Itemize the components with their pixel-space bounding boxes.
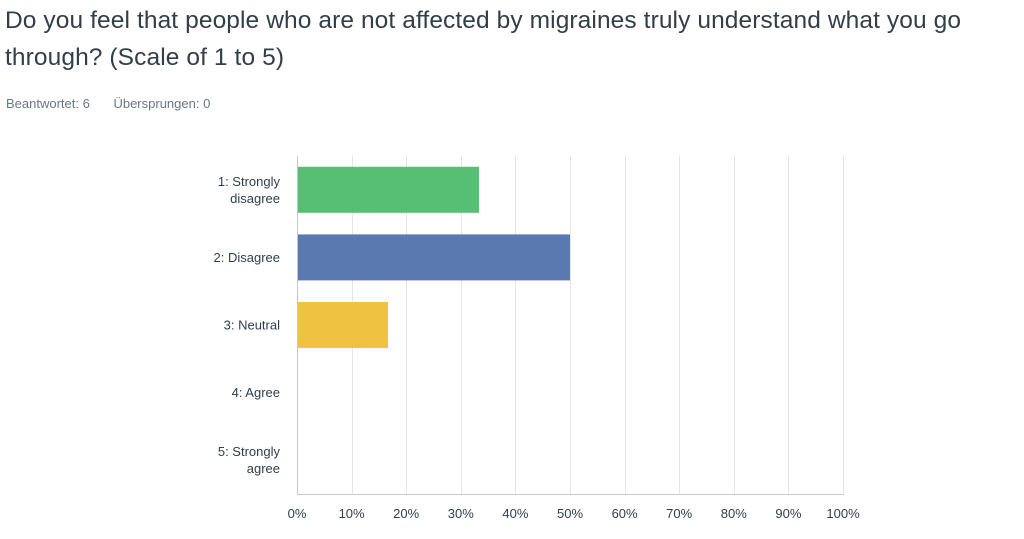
category-label-5: 5: Strongly agree	[218, 444, 281, 476]
x-tick-label-10: 10%	[339, 506, 365, 521]
bars	[297, 166, 570, 348]
x-tick-label-60: 60%	[612, 506, 638, 521]
x-tick-label-50: 50%	[557, 506, 583, 521]
bar-3	[297, 302, 389, 348]
category-label-1: 1: Strongly disagree	[218, 174, 281, 206]
x-tick-label-90: 90%	[775, 506, 801, 521]
grid-lines	[352, 156, 844, 494]
bar-2	[297, 234, 570, 281]
category-labels: 1: Strongly disagree 2: Disagree 3: Neutral…	[214, 174, 281, 476]
question-title: Do you feel that people who are not affe…	[5, 7, 962, 71]
x-tick-label-100: 100%	[826, 506, 860, 521]
response-stats: Beantwortet: 6 Übersprungen: 0	[6, 96, 230, 111]
x-tick-label-40: 40%	[502, 506, 528, 521]
bar-1	[297, 166, 479, 213]
x-tick-label-30: 30%	[448, 506, 474, 521]
x-tick-label-0: 0%	[288, 506, 307, 521]
category-label-3: 3: Neutral	[224, 318, 280, 333]
x-tick-label-20: 20%	[393, 506, 419, 521]
skipped-count: Übersprungen: 0	[113, 96, 211, 111]
x-tick-label-70: 70%	[666, 506, 692, 521]
axes	[297, 156, 844, 495]
category-label-4: 4: Agree	[232, 385, 280, 400]
answered-count: Beantwortet: 6	[6, 96, 90, 111]
x-tick-labels: 0% 10% 20% 30% 40% 50% 60% 70% 80% 90% 100%	[288, 506, 860, 521]
category-label-2: 2: Disagree	[214, 250, 280, 265]
x-tick-label-80: 80%	[721, 506, 747, 521]
